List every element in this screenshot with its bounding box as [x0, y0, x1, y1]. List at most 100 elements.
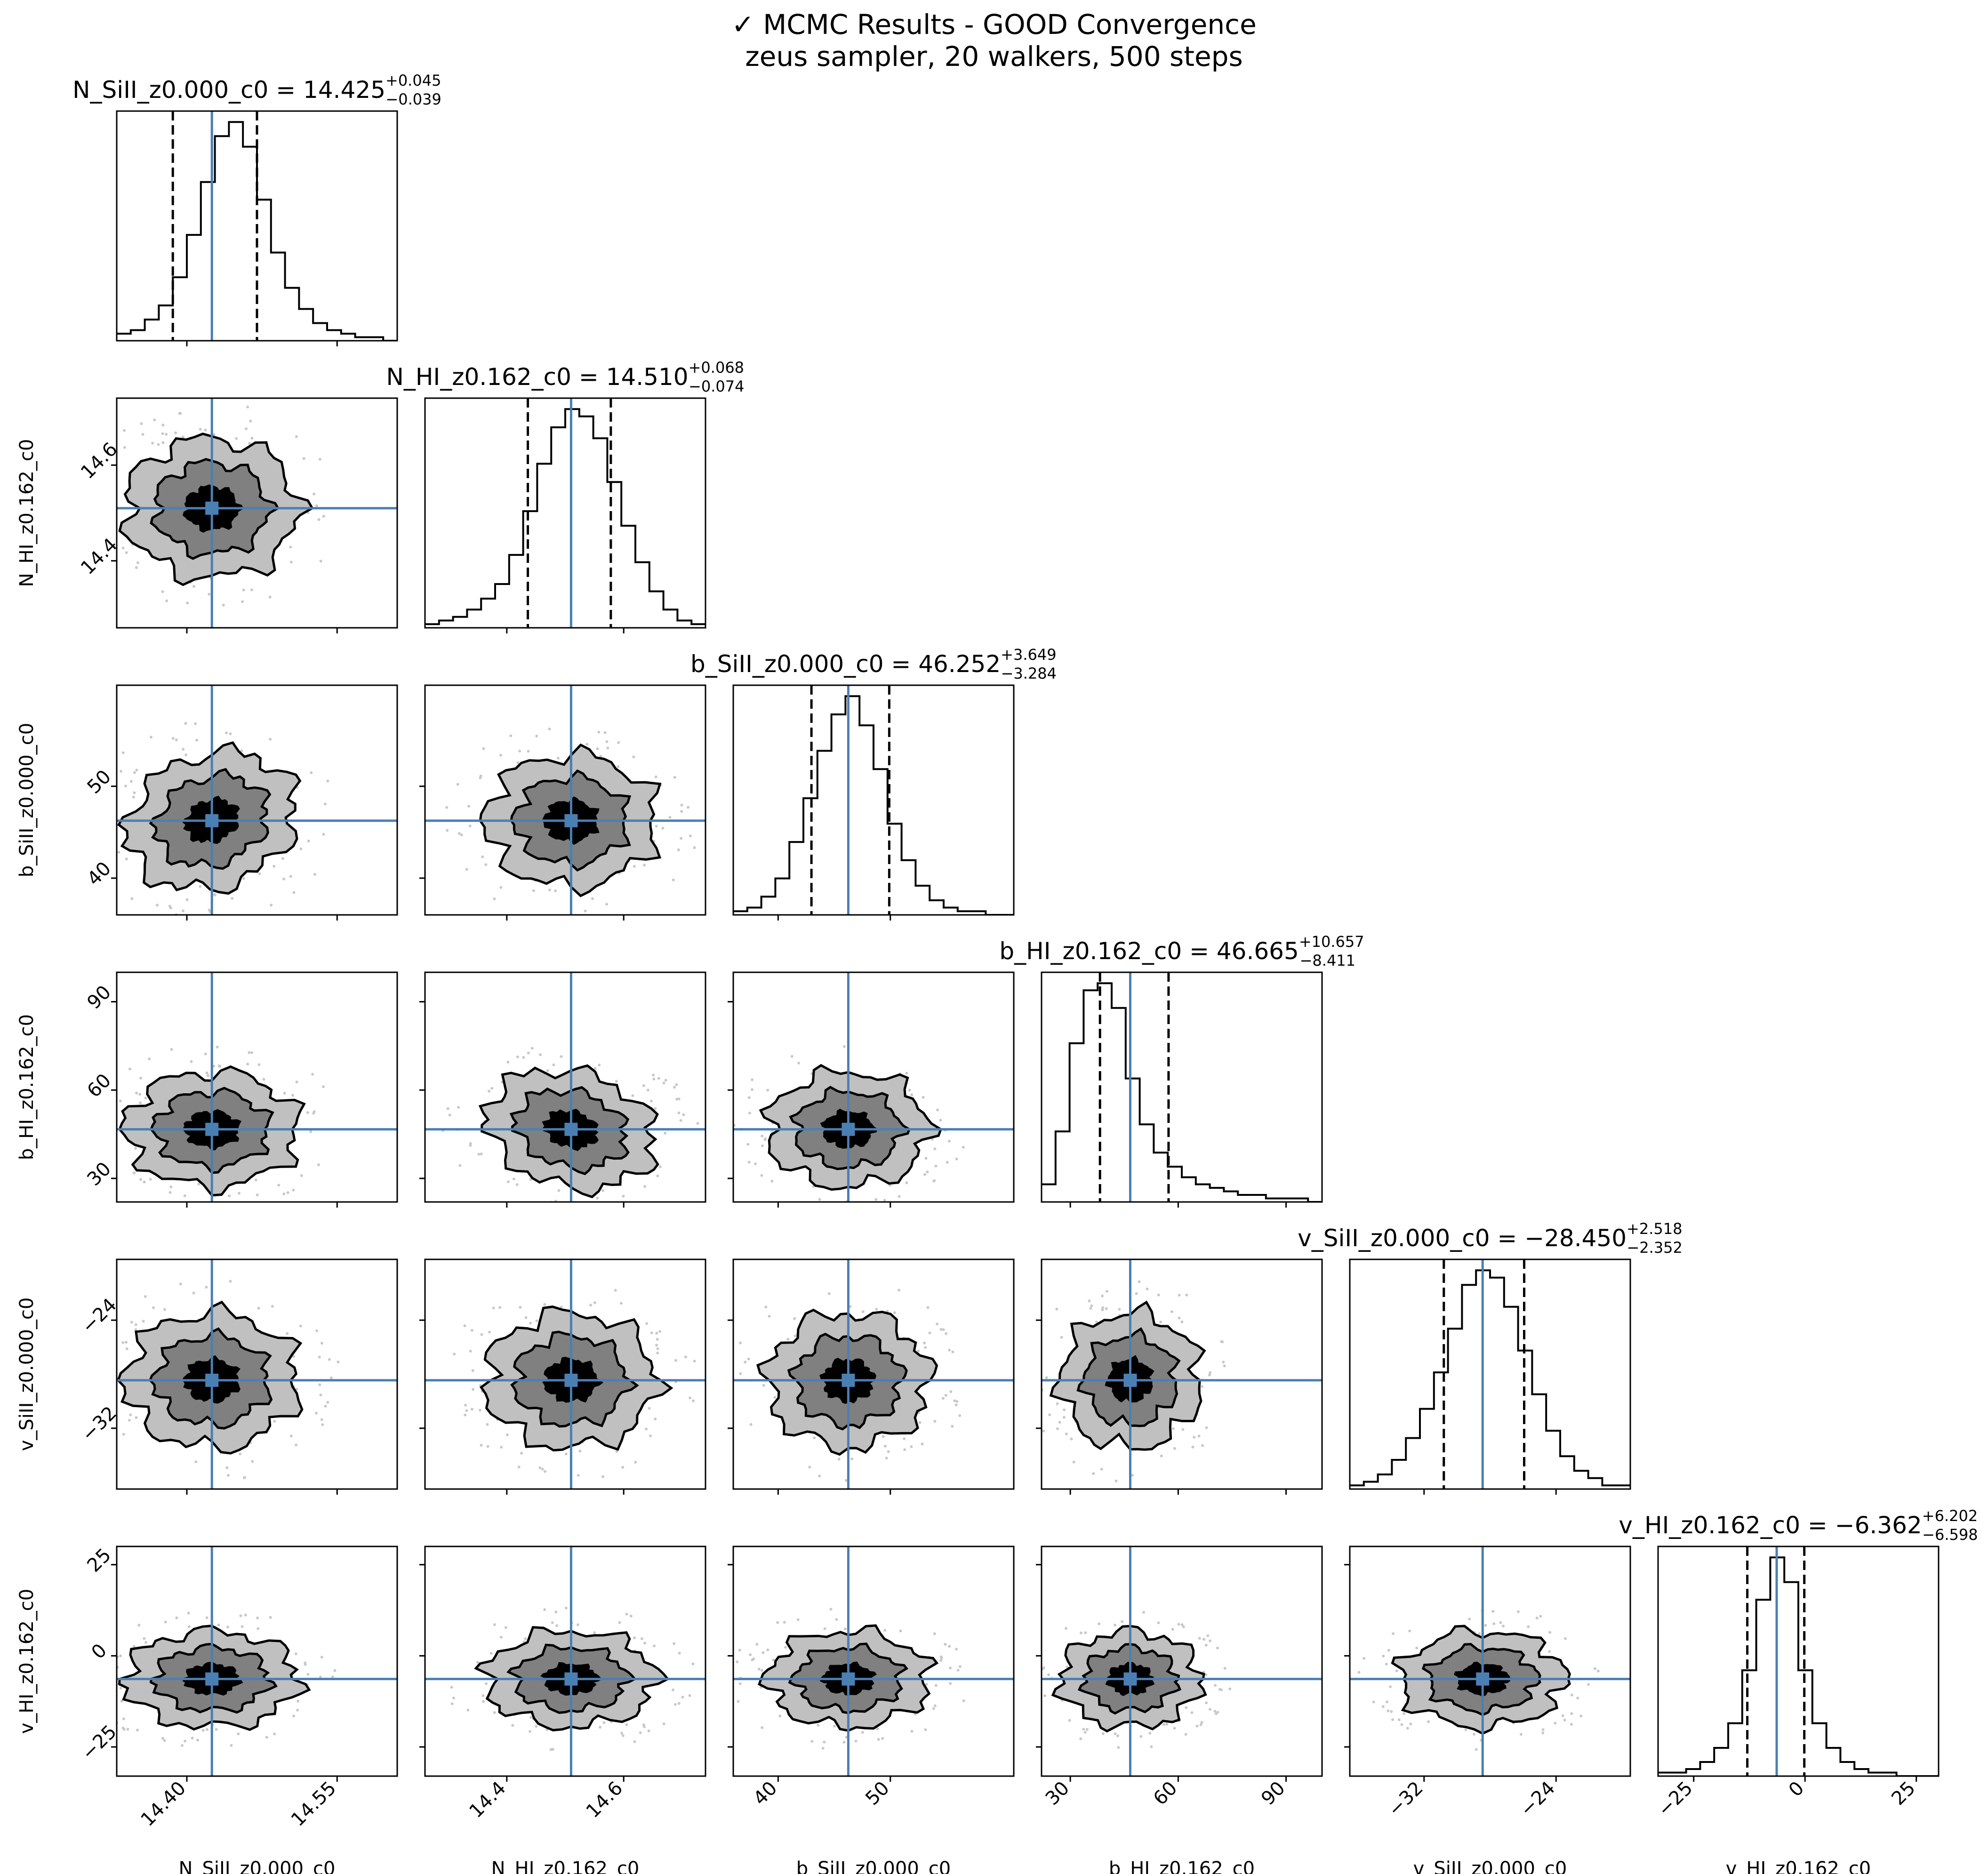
scatter-point [1065, 1432, 1068, 1435]
scatter-point [599, 755, 602, 758]
scatter-point [1101, 1732, 1105, 1735]
scatter-point [1198, 1637, 1201, 1640]
x-tick-label: −25 [1654, 1778, 1697, 1821]
histogram-steps [1042, 982, 1322, 1202]
panel-5-0: 14.40 14.55 N_SiII_z0.000_c0 −25 0 25 v_HI_z0.… [16, 1544, 398, 1874]
scatter-point [797, 1061, 800, 1065]
scatter-point [97, 1149, 100, 1152]
scatter-point [778, 1714, 782, 1718]
scatter-point [1397, 1718, 1401, 1722]
scatter-point [829, 1608, 833, 1611]
scatter-point [677, 1702, 681, 1705]
scatter-point [217, 1623, 220, 1626]
scatter-point [1043, 1694, 1046, 1698]
scatter-point [184, 1739, 187, 1743]
scatter-point [677, 848, 680, 851]
scatter-point [757, 1667, 761, 1671]
x-tick-label: 60 [1149, 1778, 1182, 1810]
scatter-point [1138, 1280, 1141, 1283]
figure-title: ✓ MCMC Results - GOOD Convergence [731, 8, 1257, 40]
scatter-point [1208, 1373, 1211, 1377]
scatter-point [135, 1416, 138, 1419]
scatter-point [480, 1153, 483, 1155]
scatter-point [761, 1726, 764, 1729]
scatter-point [541, 1467, 544, 1471]
scatter-point [529, 1321, 532, 1325]
scatter-point [458, 1164, 462, 1167]
scatter-point [286, 1332, 289, 1335]
panel-1-1: N_HI_z0.162_c0 = 14.510+0.068 −0.074 [386, 359, 744, 633]
scatter-point [645, 1322, 649, 1325]
scatter-point [591, 897, 594, 900]
scatter-point [122, 1433, 125, 1436]
scatter-point [229, 1280, 232, 1283]
scatter-point [470, 1329, 473, 1332]
scatter-point [190, 1060, 193, 1063]
scatter-point [197, 1183, 200, 1185]
panel-plot-area [117, 398, 397, 628]
scatter-point [163, 1739, 166, 1742]
scatter-point [128, 1067, 131, 1071]
panel-title-plus: +6.202 [1922, 1507, 1978, 1525]
scatter-point [688, 1694, 691, 1697]
scatter-point [125, 1347, 128, 1350]
scatter-point [128, 1418, 131, 1422]
scatter-point [256, 1616, 259, 1619]
y-axis-label: N_HI_z0.162_c0 [16, 439, 38, 587]
panel-frame [1041, 1546, 1323, 1777]
scatter-point [1036, 1647, 1039, 1650]
scatter-point [212, 433, 216, 436]
scatter-point [1146, 1288, 1149, 1290]
scatter-point [1114, 1479, 1118, 1482]
scatter-point [598, 1064, 601, 1067]
scatter-point [492, 1306, 495, 1310]
scatter-point [248, 442, 251, 445]
scatter-point [664, 1079, 667, 1082]
scatter-point [292, 1714, 296, 1718]
truth-marker [564, 1373, 578, 1387]
scatter-point [186, 601, 189, 605]
scatter-point [1409, 1722, 1412, 1726]
y-axis-label: b_SiII_z0.000_c0 [16, 723, 38, 877]
scatter-point [958, 1665, 962, 1668]
panel-title-minus: −3.284 [1001, 665, 1057, 682]
scatter-point [216, 1045, 219, 1049]
scatter-point [639, 1731, 642, 1734]
scatter-point [655, 1344, 658, 1347]
x-tick-label: −24 [1516, 1778, 1559, 1821]
scatter-point [673, 1086, 676, 1089]
panel-4-0: −32 −24 v_SiII_z0.000_c0 [16, 1258, 398, 1495]
scatter-point [499, 886, 503, 889]
scatter-point [939, 1655, 943, 1658]
x-tick-label: 90 [1257, 1778, 1290, 1810]
scatter-point [1385, 1663, 1388, 1666]
scatter-point [138, 1093, 142, 1096]
scatter-point [132, 795, 135, 799]
panel-0-0: N_SiII_z0.000_c0 = 14.425+0.045 −0.039 [72, 72, 441, 346]
scatter-point [1579, 1714, 1583, 1718]
panel-3-3: b_HI_z0.162_c0 = 46.665+10.657 −8.411 [999, 933, 1364, 1208]
scatter-point [328, 1358, 331, 1361]
panel-title-main: N_SiII_z0.000_c0 = 14.425 [72, 76, 385, 104]
scatter-point [156, 904, 159, 907]
scatter-point [1100, 1467, 1103, 1471]
scatter-point [142, 1320, 145, 1323]
scatter-point [481, 855, 484, 858]
scatter-point [656, 1337, 659, 1341]
panel-4-2 [728, 1258, 1015, 1495]
scatter-point [306, 1111, 309, 1114]
scatter-point [1473, 1733, 1475, 1736]
scatter-point [948, 1645, 951, 1648]
scatter-point [835, 1618, 838, 1621]
panel-title-plus: +10.657 [1299, 933, 1364, 951]
scatter-point [489, 1652, 493, 1655]
scatter-point [1165, 1722, 1168, 1726]
scatter-point [163, 1308, 166, 1311]
scatter-point [555, 1624, 558, 1627]
scatter-point [593, 1631, 596, 1634]
scatter-point [299, 1324, 302, 1328]
scatter-point [254, 1178, 257, 1182]
scatter-point [466, 1708, 470, 1712]
panel-plot-area [733, 972, 1014, 1202]
scatter-point [1201, 1444, 1204, 1447]
